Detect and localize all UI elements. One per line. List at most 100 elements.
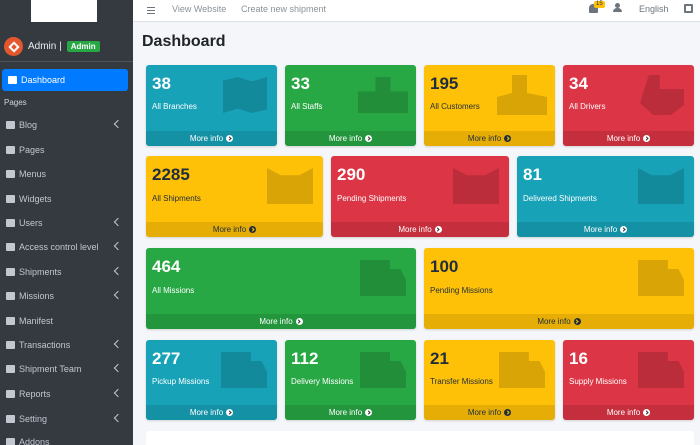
arrow-circle-right-icon (295, 318, 303, 325)
stat-value: 464 (152, 257, 181, 276)
sidebar-item-setting[interactable]: Setting (0, 409, 133, 429)
truck-icon (221, 352, 267, 388)
stat-label: Delivery Missions (291, 377, 354, 386)
more-info-label: More info (537, 317, 571, 326)
stat-box-all-shipments: 2285 All Shipments More info (146, 156, 323, 237)
stat-value: 100 (430, 257, 459, 276)
stat-value: 21 (430, 349, 449, 368)
stat-label: Transfer Missions (430, 377, 493, 386)
more-info-link[interactable]: More info (424, 405, 555, 420)
bell-icon[interactable] (589, 4, 598, 13)
more-info-link[interactable]: More info (146, 222, 323, 237)
chevron-left-icon (113, 217, 123, 227)
open-box-icon (638, 168, 684, 204)
sidebar-item-dashboard[interactable]: Dashboard (2, 69, 128, 91)
more-info-link[interactable]: More info (517, 222, 694, 237)
stat-box-customers: 195 All Customers More info (424, 65, 555, 146)
more-info-label: More info (259, 317, 293, 326)
missions-icon (6, 292, 15, 300)
sidebar-item-access-control[interactable]: Access control level (0, 237, 133, 257)
sidebar-item-widgets[interactable]: Widgets (0, 189, 133, 209)
customers-icon (497, 75, 547, 115)
arrow-circle-right-icon (504, 135, 512, 142)
sidebar-item-label: Transactions (19, 340, 71, 350)
shipment-team-icon (6, 365, 15, 373)
more-info-link[interactable]: More info (285, 131, 416, 146)
arrow-circle-right-icon (365, 135, 373, 142)
more-info-link[interactable]: More info (563, 131, 694, 146)
content-card (146, 431, 694, 445)
arrow-circle-right-icon (643, 409, 651, 416)
truck-icon (360, 352, 406, 388)
chevron-left-icon (113, 119, 123, 129)
sidebar-item-blog[interactable]: Blog (0, 115, 133, 135)
language-selector[interactable]: English (639, 4, 669, 14)
stat-box-all-missions: 464 All Missions More info (146, 248, 416, 329)
more-info-link[interactable]: More info (424, 131, 555, 146)
more-info-link[interactable]: More info (563, 405, 694, 420)
more-info-label: More info (467, 134, 502, 143)
sidebar-item-label: Menus (19, 169, 47, 179)
sidebar-item-reports[interactable]: Reports (0, 384, 133, 404)
more-info-label: More info (606, 134, 641, 143)
hamburger-menu-icon[interactable] (147, 7, 155, 14)
more-info-link[interactable]: More info (146, 314, 416, 329)
sidebar-item-label: Shipments (19, 267, 62, 277)
arrow-circle-right-icon (226, 135, 234, 142)
sidebar-item-pages[interactable]: Pages (0, 140, 133, 160)
sidebar-item-addons[interactable]: Addons (0, 432, 133, 445)
user-panel: Admin | Admin (0, 32, 133, 62)
widgets-icon (6, 195, 15, 203)
sidebar-item-menus[interactable]: Menus (0, 164, 133, 184)
view-website-link[interactable]: View Website (172, 4, 227, 14)
access-control-icon (6, 243, 15, 251)
more-info-link[interactable]: More info (146, 131, 277, 146)
sidebar-item-label: Blog (19, 120, 38, 130)
sidebar-item-shipment-team[interactable]: Shipment Team (0, 359, 133, 379)
sidebar-item-missions[interactable]: Missions (0, 286, 133, 306)
brand-logo[interactable] (31, 0, 97, 22)
more-info-link[interactable]: More info (331, 222, 509, 237)
sidebar-item-users[interactable]: Users (0, 213, 133, 233)
user-icon[interactable] (613, 3, 622, 13)
stat-box-supply-missions: 16 Supply Missions More info (563, 340, 694, 420)
create-shipment-link[interactable]: Create new shipment (241, 4, 327, 14)
more-info-label: More info (606, 408, 641, 417)
more-info-link[interactable]: More info (424, 314, 694, 329)
sidebar-item-shipments[interactable]: Shipments (0, 262, 133, 282)
arrow-circle-right-icon (434, 226, 442, 233)
stat-label: Supply Missions (569, 377, 627, 386)
sidebar-item-label: Pages (19, 145, 45, 155)
more-info-link[interactable]: More info (146, 405, 277, 420)
stat-value: 277 (152, 349, 181, 368)
sidebar-item-label: Setting (19, 414, 48, 424)
stat-value: 195 (430, 74, 459, 93)
more-info-label: More info (398, 225, 432, 234)
more-info-label: More info (328, 408, 363, 417)
stat-label: Pending Missions (430, 286, 493, 295)
addons-icon (6, 438, 15, 445)
top-navbar: View Website Create new shipment 15 Engl… (133, 0, 700, 22)
avatar[interactable] (4, 37, 23, 56)
arrow-circle-right-icon (504, 409, 512, 416)
more-info-link[interactable]: More info (285, 405, 416, 420)
sidebar: Admin | Admin Dashboard Pages Blog Pages… (0, 0, 133, 445)
more-info-label: More info (583, 225, 618, 234)
stat-box-branches: 38 All Branches More info (146, 65, 277, 146)
stat-box-delivered-shipments: 81 Delivered Shipments More info (517, 156, 694, 237)
arrow-circle-right-icon (643, 135, 651, 142)
chevron-left-icon (113, 339, 123, 349)
notification-badge: 15 (594, 1, 605, 8)
fullscreen-icon[interactable] (684, 4, 693, 13)
chevron-left-icon (113, 363, 123, 373)
sidebar-item-transactions[interactable]: Transactions (0, 335, 133, 355)
sidebar-item-manifest[interactable]: Manifest (0, 311, 133, 331)
menus-icon (6, 170, 15, 178)
truck-icon (360, 260, 406, 296)
chevron-left-icon (113, 266, 123, 276)
stat-box-pickup-missions: 277 Pickup Missions More info (146, 340, 277, 420)
role-badge: Admin (66, 41, 100, 52)
sidebar-item-label: Manifest (19, 316, 54, 326)
arrow-circle-right-icon (365, 409, 373, 416)
user-name[interactable]: Admin | (28, 41, 62, 52)
